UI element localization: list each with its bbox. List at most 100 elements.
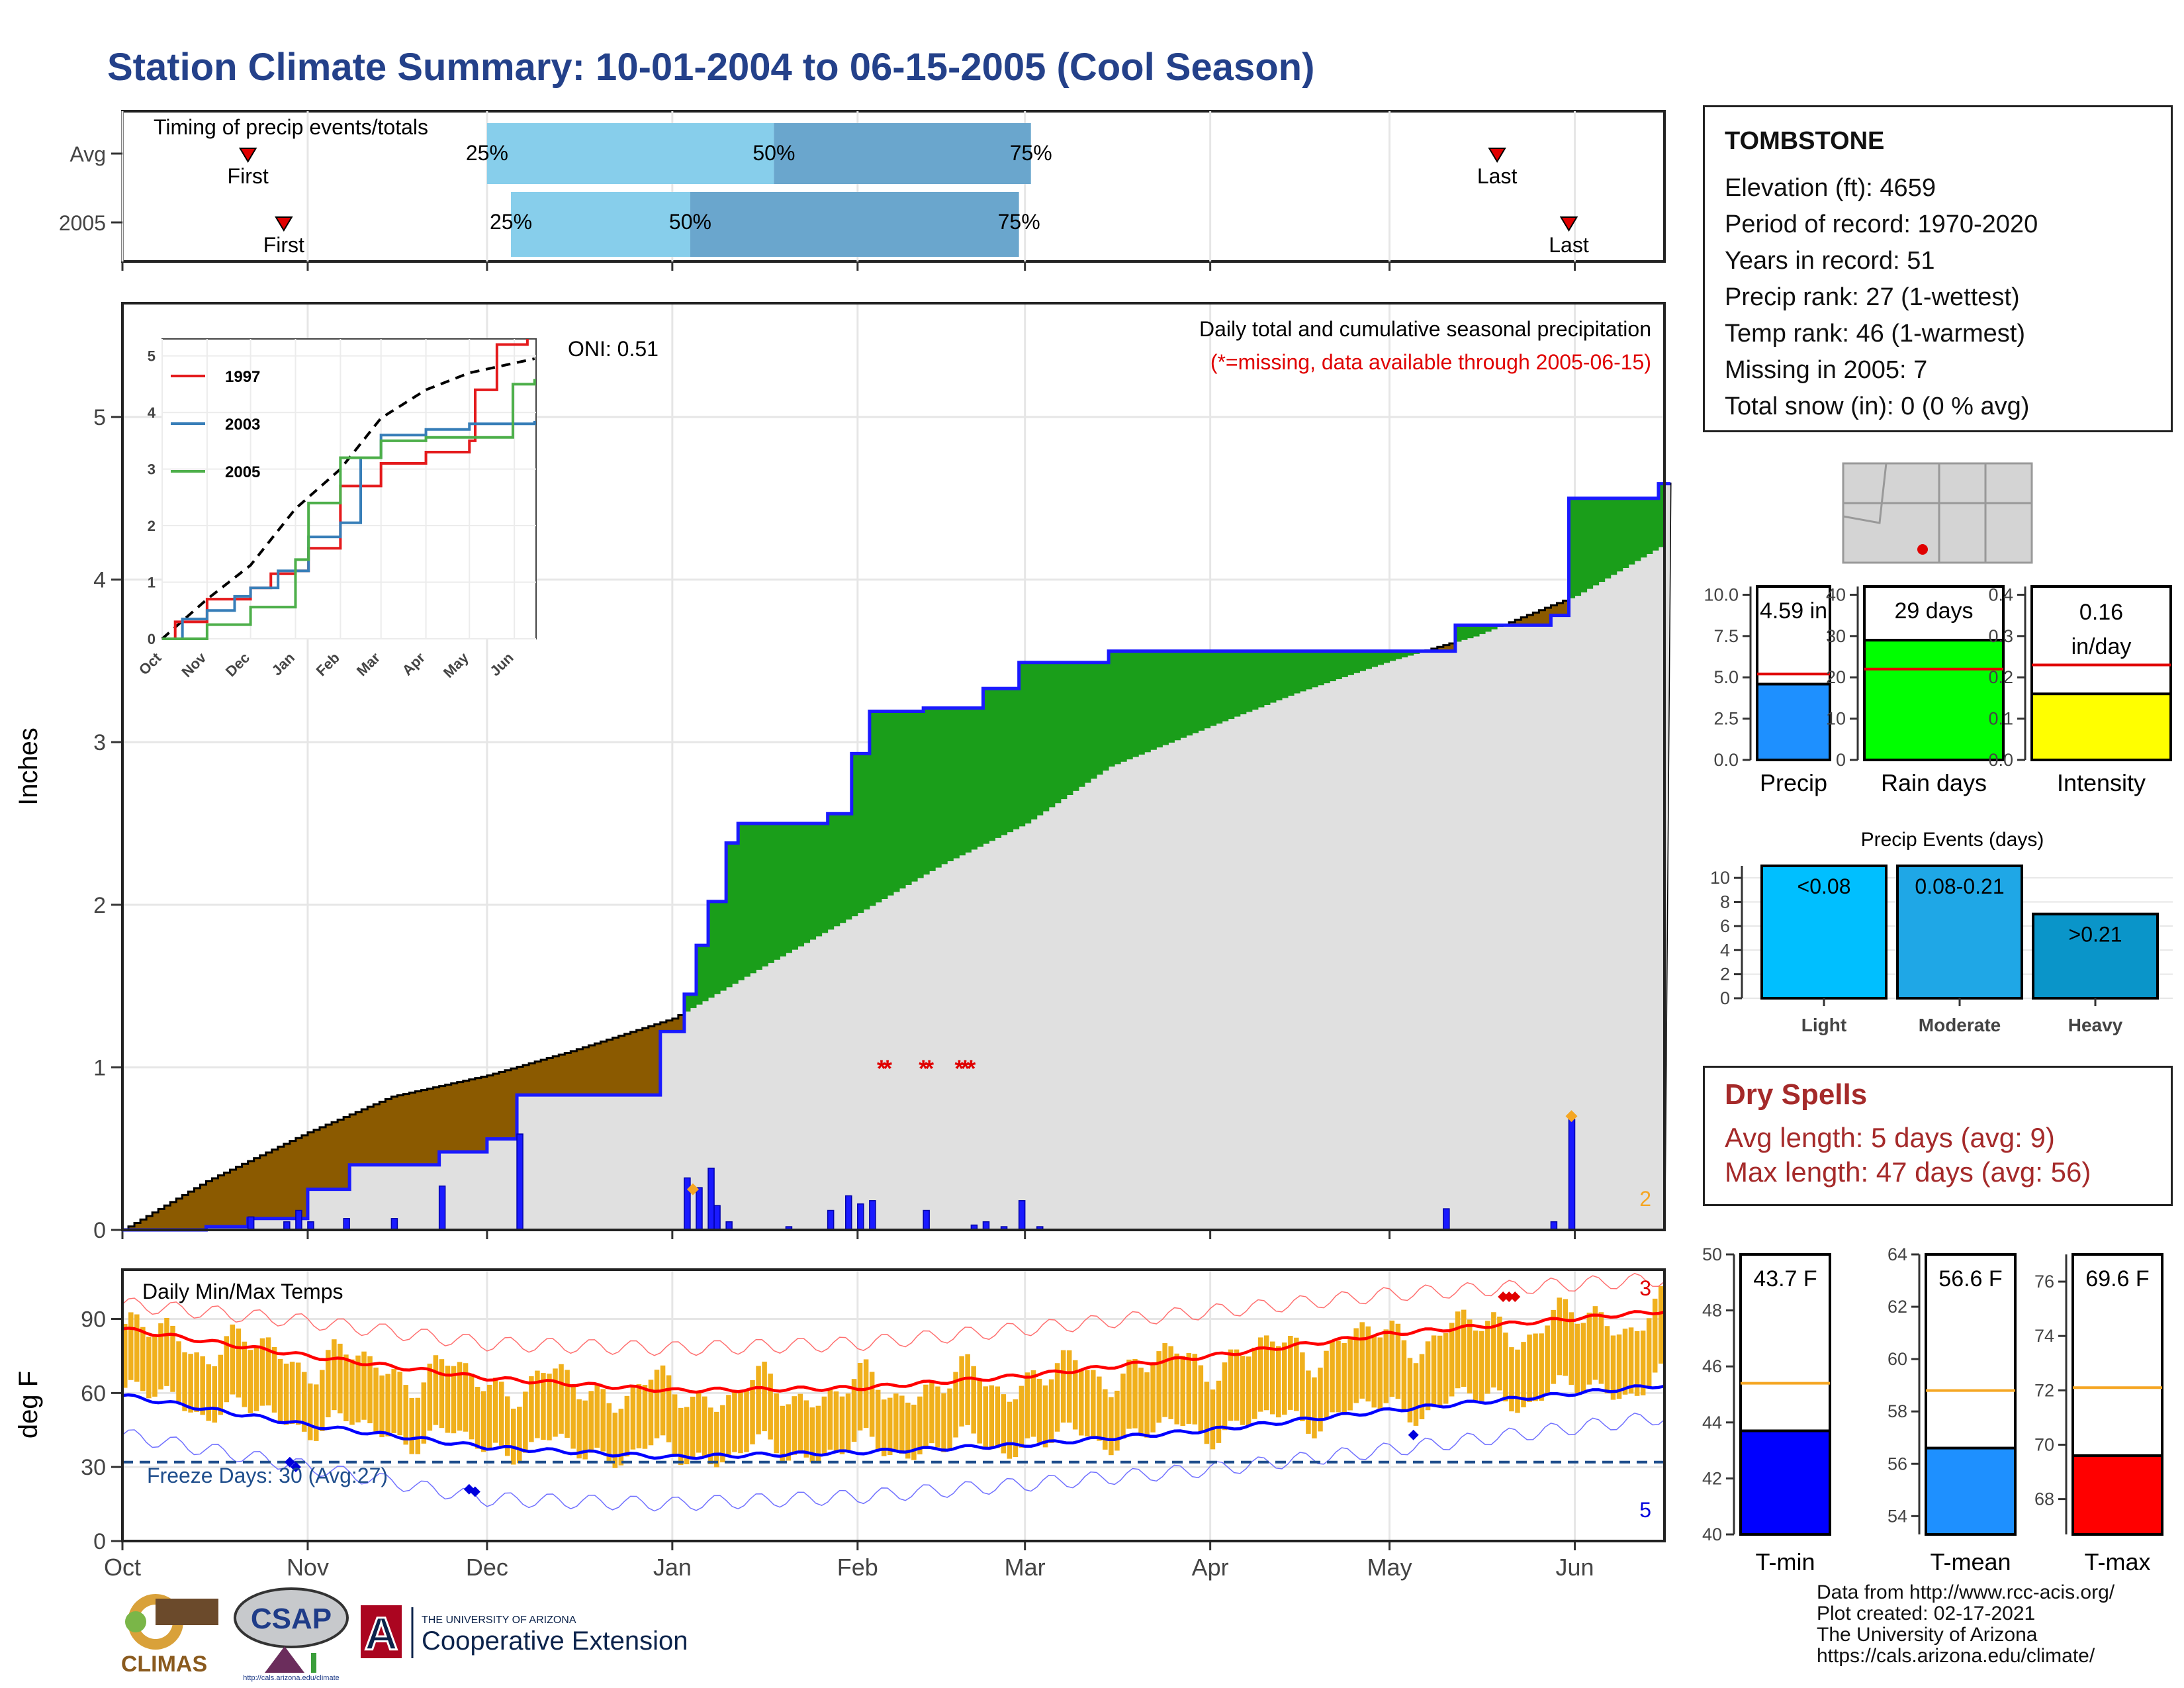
daily-temp-bar: [1533, 1333, 1538, 1401]
above-average-segment: [1084, 662, 1091, 783]
daily-temp-bar: [1563, 1299, 1569, 1376]
above-average-segment: [1395, 651, 1402, 659]
above-average-segment: [1246, 651, 1253, 712]
events-tick-label: 10: [1710, 868, 1730, 888]
timing-panel: Timing of precip events/totals Avg 25% 50% 7…: [59, 110, 1666, 271]
daily-precip-bar: [1443, 1208, 1450, 1231]
daily-temp-bar: [1132, 1358, 1138, 1429]
side-tick-label: 40: [1826, 585, 1846, 604]
daily-temp-bar: [887, 1397, 893, 1456]
ua-small-text: THE UNIVERSITY OF ARIZONA: [422, 1615, 576, 1626]
daily-temp-bar: [463, 1363, 469, 1432]
daily-temp-bar: [439, 1359, 445, 1429]
daily-temp-bar: [803, 1400, 809, 1458]
daily-temp-bar: [1318, 1368, 1323, 1432]
daily-temp-bar: [576, 1399, 582, 1459]
daily-temp-bar: [1282, 1342, 1287, 1415]
timing-row-label: Avg: [69, 142, 106, 166]
daily-precip-bar: [857, 1203, 864, 1231]
daily-temp-bar: [1431, 1335, 1437, 1406]
daily-temp-bar: [486, 1384, 492, 1448]
daily-temp-bar: [1007, 1401, 1013, 1459]
above-average-segment: [1204, 651, 1211, 729]
precip-tick-label: 0: [93, 1218, 106, 1243]
daily-temp-bar: [588, 1391, 594, 1453]
above-average-segment: [1054, 662, 1062, 804]
daily-temp-bar: [504, 1396, 510, 1456]
record-low-marker: [290, 1462, 301, 1473]
side-bar-name: Intensity: [2057, 769, 2146, 796]
ua-logo: A THE UNIVERSITY OF ARIZONA Cooperative …: [361, 1602, 751, 1668]
daily-temp-bar: [1174, 1353, 1179, 1425]
above-average-segment: [887, 711, 894, 896]
daily-temp-bar: [1042, 1385, 1048, 1448]
above-average-segment: [1210, 651, 1217, 726]
above-average-segment: [1251, 651, 1259, 710]
daily-temp-bar: [1186, 1352, 1192, 1424]
extreme-precip-marker: [1565, 1110, 1578, 1123]
daily-temp-bar: [929, 1380, 934, 1444]
daily-temp-bar: [1330, 1340, 1335, 1413]
daily-temp-bar: [875, 1389, 881, 1450]
above-average-segment: [1336, 651, 1342, 679]
daily-temp-bar: [756, 1366, 761, 1434]
freeze-days-label: Freeze Days: 30 (Avg:27): [147, 1464, 388, 1487]
daily-temp-bar: [720, 1405, 725, 1463]
above-average-segment: [1586, 498, 1594, 589]
above-average-segment: [1048, 662, 1056, 808]
daily-temp-bar: [224, 1336, 230, 1403]
above-average-segment: [893, 711, 900, 892]
events-category-label: Heavy: [2068, 1015, 2123, 1035]
daily-temp-bar: [403, 1385, 408, 1445]
events-bar-label: <0.08: [1797, 874, 1851, 898]
daily-temp-bar: [1269, 1341, 1275, 1415]
daily-temp-bar: [648, 1380, 654, 1446]
daily-temp-bar: [881, 1399, 887, 1456]
daily-temp-bar: [1610, 1335, 1616, 1400]
daily-temp-bar: [1324, 1350, 1329, 1420]
above-average-segment: [1324, 651, 1330, 684]
station-elevation: Elevation (ft): 4659: [1725, 174, 1936, 202]
above-average-segment: [1240, 651, 1247, 715]
extreme-count-label: 2: [1639, 1187, 1651, 1211]
timing-first-label: First: [228, 164, 269, 188]
events-bar-light: [1760, 865, 1888, 1000]
daily-temp-bar: [391, 1369, 396, 1433]
daily-temp-bar: [409, 1397, 415, 1454]
above-average-segment: [1365, 651, 1372, 669]
above-average-segment: [708, 901, 715, 998]
daily-temp-bar: [1144, 1372, 1150, 1438]
side-tick-label: 30: [1826, 626, 1846, 646]
above-average-segment: [1001, 688, 1008, 835]
climas-logo: CLIMAS: [106, 1585, 225, 1678]
side-tick-label: 64: [1888, 1244, 1907, 1264]
daily-temp-bar: [1294, 1337, 1299, 1411]
above-average-segment: [684, 994, 691, 1012]
daily-temp-bar: [1425, 1341, 1431, 1411]
above-average-segment: [881, 711, 888, 899]
timing-pct-label: 25%: [490, 210, 532, 234]
daily-temp-bar: [1198, 1365, 1204, 1432]
daily-temp-bar: [792, 1396, 797, 1455]
daily-temp-bar: [1604, 1326, 1610, 1393]
daily-temp-bar: [1347, 1338, 1353, 1411]
above-average-segment: [1598, 498, 1606, 583]
daily-temp-bar: [457, 1362, 463, 1431]
above-average-segment: [1234, 651, 1241, 717]
side-tick-label: 5.0: [1713, 667, 1739, 687]
daily-temp-bar: [1353, 1328, 1359, 1403]
daily-temp-bar: [1628, 1327, 1634, 1394]
daily-temp-bar: [594, 1383, 600, 1448]
station-location-marker: [1917, 544, 1928, 555]
inset-legend-label: 2005: [225, 463, 260, 481]
above-average-segment: [1060, 662, 1068, 800]
side-panels: 0.02.55.07.510.04.59 inPrecip01020304029…: [1702, 462, 2173, 1575]
above-average-segment: [1294, 651, 1300, 694]
side-tick-label: 40: [1702, 1524, 1722, 1544]
daily-temp-bar: [338, 1343, 343, 1414]
above-average-segment: [1353, 651, 1360, 673]
above-average-segment: [1126, 651, 1133, 760]
daily-temp-bar: [690, 1396, 696, 1457]
daily-temp-bar: [678, 1407, 684, 1466]
daily-temp-bar: [1497, 1316, 1502, 1391]
